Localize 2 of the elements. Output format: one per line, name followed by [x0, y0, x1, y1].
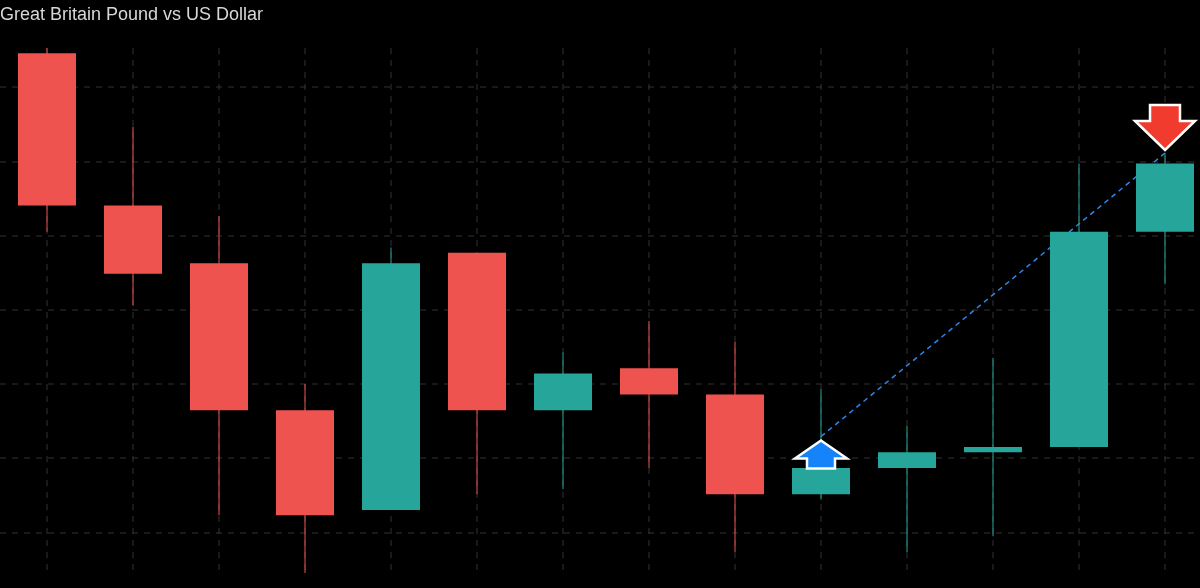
candlestick: [878, 425, 936, 553]
chart-title: Great Britain Pound vs US Dollar: [0, 4, 264, 24]
